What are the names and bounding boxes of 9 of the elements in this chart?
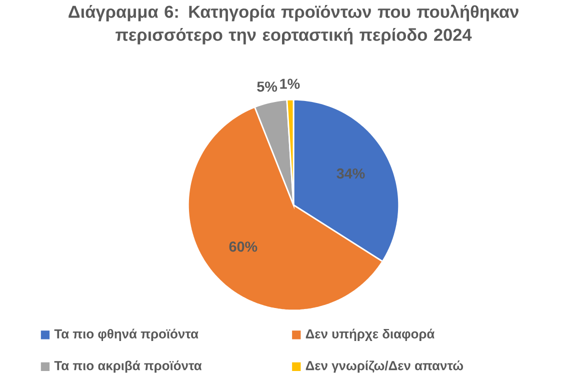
legend-label: Δεν υπήρχε διαφορά [306,328,435,342]
chart-title: Διάγραμμα 6: Κατηγορία προϊόντων που πουλήθηκαν περισσότερο την εορταστική περίοδο 2024 [68,4,518,44]
data-label: 60% [229,242,258,252]
legend-label: Τα πιο ακριβά προϊόντα [54,360,202,373]
legend-label: Τα πιο φθηνά προϊόντα [54,328,198,342]
data-label: 1% [280,78,300,89]
legend-label: Δεν γνωρίζω/Δεν απαντώ [306,360,464,373]
data-label: 5% [257,82,278,92]
data-label: 34% [336,168,365,179]
